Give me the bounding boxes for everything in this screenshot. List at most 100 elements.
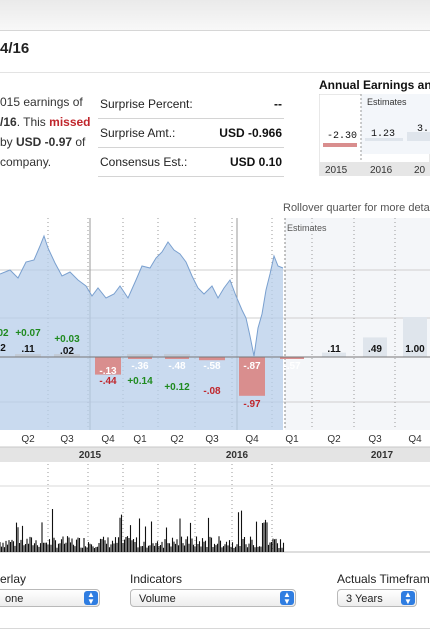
actual-value-label: -.97: [243, 399, 261, 410]
annual-bar-2016: [365, 138, 403, 141]
consensus-value-label: -.57: [283, 361, 301, 372]
quarter-label: Q2: [21, 434, 35, 445]
desc-amount: USD -0.97: [16, 135, 73, 149]
annual-bar-2017: [407, 132, 430, 141]
desc-line-2: /16. This missed: [0, 112, 96, 132]
surprise-amount-row: Surprise Amt.: USD -0.966: [98, 119, 284, 148]
surprise-label: +0.03: [54, 334, 80, 345]
estimates-label: Estimates: [287, 223, 327, 233]
row-value: USD 0.10: [229, 155, 282, 169]
consensus-value-label: -.87: [243, 361, 261, 372]
overlay-value: one: [5, 593, 24, 605]
row-label: Consensus Est.:: [100, 155, 188, 169]
consensus-bar: [128, 357, 152, 359]
quarter-label: Q3: [205, 434, 219, 445]
row-label: Surprise Percent:: [100, 97, 193, 111]
desc-text: of: [72, 135, 86, 149]
select-arrows-icon: ▲ ▼: [280, 591, 294, 606]
annual-estimates-label: Estimates: [367, 97, 407, 107]
annual-year-label: 2016: [370, 165, 393, 176]
annual-chart-svg: Estimates -2.30 1.23 3. 2015 2016 20: [318, 93, 430, 177]
consensus-value-label: -.13: [99, 366, 117, 377]
consensus-bar: [363, 337, 387, 357]
quarter-label: Q1: [285, 434, 299, 445]
consensus-value-label: .11: [327, 344, 341, 355]
select-arrows-icon: ▲ ▼: [84, 591, 98, 606]
indicators-value: Volume: [139, 593, 176, 605]
consensus-bar: [322, 352, 346, 357]
desc-line-3: by USD -0.97 of: [0, 132, 96, 152]
actual-eps-bar: [239, 357, 265, 396]
missed-label: missed: [49, 115, 91, 129]
actual-eps-bar: [127, 354, 153, 357]
consensus-bar: [280, 357, 304, 359]
actual-eps-bar: [95, 357, 121, 375]
actuals-timeframe-label: Actuals Timeframe: [337, 572, 430, 586]
surprise-table: Surprise Percent: -- Surprise Amt.: USD …: [98, 90, 284, 177]
desc-text: . This: [16, 115, 50, 129]
consensus-value-label: 1.00: [405, 344, 425, 355]
row-value: --: [274, 97, 282, 111]
surprise-label: +0.07: [15, 328, 41, 339]
year-label: 2016: [226, 450, 249, 461]
desc-line-1: 015 earnings of: [0, 95, 83, 109]
earnings-price-chart[interactable]: Estimates -.13 -.36 -.48 -.58 -.87 -.57 .11 .49 1…: [0, 218, 430, 464]
actual-eps-bar: [164, 354, 190, 357]
annual-year-axis: [319, 162, 430, 176]
actual-eps-bar: [199, 357, 225, 361]
earnings-description: 015 earnings of /16. This missed by USD …: [0, 92, 96, 172]
divider: [0, 72, 430, 73]
timeframe-value: 3 Years: [346, 593, 383, 605]
actual-value-label: .02: [60, 346, 74, 357]
year-label: 2015: [79, 450, 102, 461]
volume-bars: [0, 509, 285, 552]
consensus-estimate-row: Consensus Est.: USD 0.10: [98, 148, 284, 177]
price-area: [0, 236, 283, 430]
annual-value-2016: 1.23: [371, 129, 395, 140]
consensus-value-label: -.48: [168, 361, 186, 372]
actual-eps-bar: [15, 354, 41, 357]
annual-year-label: 20: [414, 165, 426, 176]
surprise-label: 02: [0, 328, 9, 339]
quarter-label: Q2: [327, 434, 341, 445]
consensus-value-label: .49: [368, 344, 382, 355]
annual-value-2017: 3.: [417, 124, 429, 135]
desc-text: by: [0, 135, 17, 149]
quarter-label: Q4: [408, 434, 422, 445]
actual-value-label: +0.14: [127, 376, 153, 387]
quarter-label: Q2: [170, 434, 184, 445]
actual-eps-bar: [54, 354, 80, 357]
quarter-label: Q1: [133, 434, 147, 445]
actual-value-label: -.44: [99, 376, 117, 387]
volume-chart[interactable]: [0, 464, 430, 564]
actuals-timeframe-select[interactable]: 3 Years ▲ ▼: [337, 589, 417, 607]
quarter-label: Q4: [101, 434, 115, 445]
annual-bar-2015: [323, 143, 357, 147]
actual-value-label: .11: [21, 344, 35, 355]
actual-value-label: -.08: [203, 386, 221, 397]
desc-line-4: company.: [0, 155, 52, 169]
overlay-label: erlay: [0, 572, 27, 586]
indicators-select[interactable]: Volume ▲ ▼: [130, 589, 296, 607]
overlay-select[interactable]: one ▲ ▼: [0, 589, 100, 607]
annual-value-2015: -2.30: [327, 131, 357, 142]
quarter-label: Q4: [245, 434, 259, 445]
consensus-value-label: -.36: [131, 361, 149, 372]
annual-earnings-title: Annual Earnings an: [319, 78, 430, 92]
surprise-percent-row: Surprise Percent: --: [98, 90, 284, 119]
estimates-region: [361, 94, 430, 154]
volume-chart-svg: [0, 464, 430, 553]
desc-quarter: /16: [0, 115, 17, 129]
annual-earnings-chart[interactable]: Estimates -2.30 1.23 3. 2015 2016 20: [318, 93, 430, 177]
rollover-hint: Rollover quarter for more deta: [283, 202, 430, 214]
year-axis-band: [0, 447, 430, 462]
consensus-bar: [165, 357, 189, 359]
year-label: 2017: [371, 450, 394, 461]
row-value: USD -0.966: [219, 126, 282, 140]
quarter-label: Q3: [60, 434, 74, 445]
consensus-bar: [403, 317, 427, 357]
select-arrows-icon: ▲ ▼: [401, 591, 415, 606]
divider: [0, 628, 430, 629]
row-label: Surprise Amt.:: [100, 126, 176, 140]
annual-year-label: 2015: [325, 165, 348, 176]
